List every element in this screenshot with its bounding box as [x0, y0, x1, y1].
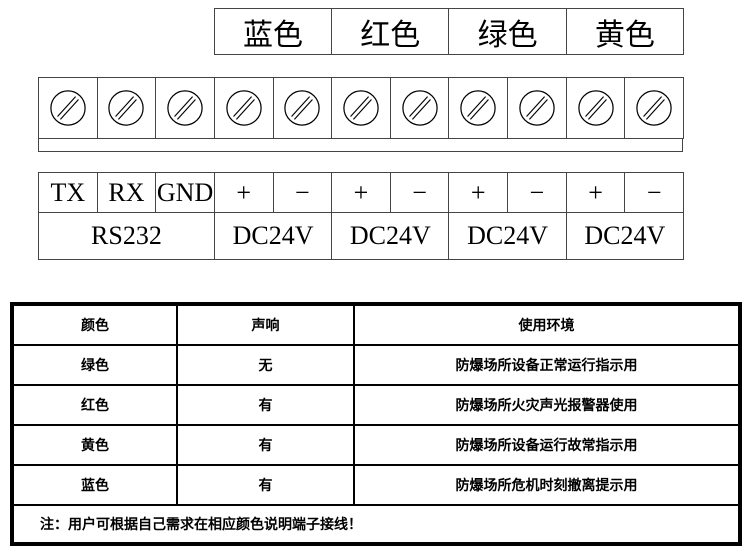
terminal-label: − [507, 172, 567, 213]
screw-icon [519, 90, 555, 126]
cell-usage: 防爆场所火灾声光报警器使用 [353, 384, 741, 426]
cell-color: 绿色 [11, 344, 178, 386]
header-sound: 声响 [176, 303, 355, 346]
terminal [565, 77, 626, 139]
terminal-strip [38, 138, 683, 152]
terminal-label: + [213, 172, 274, 213]
terminal-label: − [624, 172, 684, 213]
cell-usage: 防爆场所设备运行故常指示用 [353, 424, 741, 466]
terminal-label: TX [38, 172, 98, 213]
terminal [624, 77, 684, 139]
cell-color: 红色 [11, 384, 178, 426]
cell-sound: 无 [176, 344, 355, 386]
terminal-label: + [331, 172, 391, 213]
terminal [155, 77, 215, 139]
terminal [38, 77, 98, 139]
color-header: 绿色 [448, 8, 567, 55]
terminal-label: GND [155, 172, 215, 213]
color-header: 红色 [331, 8, 450, 55]
group-label: DC24V [565, 212, 684, 260]
table-row: 蓝色 有 防爆场所危机时刻撤离提示用 [11, 464, 741, 506]
screw-icon [226, 90, 262, 126]
header-usage: 使用环境 [353, 303, 741, 346]
screw-icon [460, 90, 496, 126]
cell-color: 黄色 [11, 424, 178, 466]
color-header: 黄色 [565, 8, 684, 55]
terminal [272, 77, 333, 139]
screw-icon [50, 90, 86, 126]
group-label: DC24V [448, 212, 567, 260]
terminal [331, 77, 391, 139]
cell-sound: 有 [176, 384, 355, 426]
group-label: DC24V [331, 212, 450, 260]
cell-sound: 有 [176, 424, 355, 466]
table-header-row: 颜色 声响 使用环境 [11, 303, 741, 346]
screw-icon [108, 90, 145, 126]
screw-icon [401, 90, 438, 126]
color-table: 颜色 声响 使用环境 绿色 无 防爆场所设备正常运行指示用 红色 有 防爆场所火… [10, 302, 742, 546]
header-color: 颜色 [11, 303, 178, 346]
terminal-label: RX [96, 172, 157, 213]
terminal [507, 77, 567, 139]
cell-color: 蓝色 [11, 464, 178, 506]
table-row: 红色 有 防爆场所火灾声光报警器使用 [11, 384, 741, 426]
cell-usage: 防爆场所危机时刻撤离提示用 [353, 464, 741, 506]
screw-icon [284, 90, 321, 126]
group-label: DC24V [213, 212, 333, 260]
group-label: RS232 [38, 212, 215, 260]
terminal [389, 77, 450, 139]
note-text: 注：用户可根据自己需求在相应颜色说明端子接线！ [11, 504, 741, 545]
screw-icon [167, 90, 203, 126]
terminal-label: − [272, 172, 333, 213]
terminal-label: + [448, 172, 509, 213]
cell-sound: 有 [176, 464, 355, 506]
terminal [213, 77, 274, 139]
table-row: 黄色 有 防爆场所设备运行故常指示用 [11, 424, 741, 466]
screw-icon [636, 90, 672, 126]
screw-icon [577, 90, 614, 126]
color-header: 蓝色 [213, 8, 333, 55]
cell-usage: 防爆场所设备正常运行指示用 [353, 344, 741, 386]
terminal-label: − [389, 172, 450, 213]
table-row: 绿色 无 防爆场所设备正常运行指示用 [11, 344, 741, 386]
note-row: 注：用户可根据自己需求在相应颜色说明端子接线！ [11, 504, 741, 545]
terminal [96, 77, 157, 139]
screw-icon [343, 90, 379, 126]
terminal [448, 77, 509, 139]
terminal-label: + [565, 172, 626, 213]
